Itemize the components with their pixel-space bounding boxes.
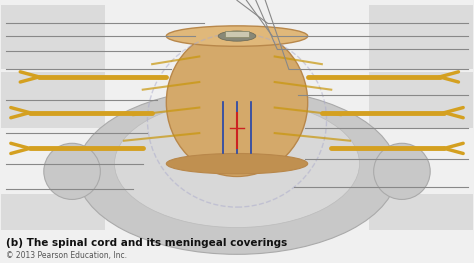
Bar [369, 72, 473, 128]
Bar [1, 194, 105, 230]
Text: (b) The spinal cord and its meningeal coverings: (b) The spinal cord and its meningeal co… [6, 238, 287, 248]
Text: © 2013 Pearson Education, Inc.: © 2013 Pearson Education, Inc. [6, 250, 127, 260]
Ellipse shape [166, 26, 308, 46]
Ellipse shape [166, 28, 308, 176]
Bar [369, 6, 473, 69]
Ellipse shape [166, 154, 308, 174]
Ellipse shape [218, 31, 256, 41]
Bar [225, 31, 249, 37]
Bar [1, 72, 105, 128]
Bar [1, 6, 105, 69]
Ellipse shape [44, 143, 100, 199]
Ellipse shape [115, 100, 359, 227]
Ellipse shape [374, 143, 430, 199]
Bar [369, 194, 473, 230]
Ellipse shape [77, 88, 397, 254]
